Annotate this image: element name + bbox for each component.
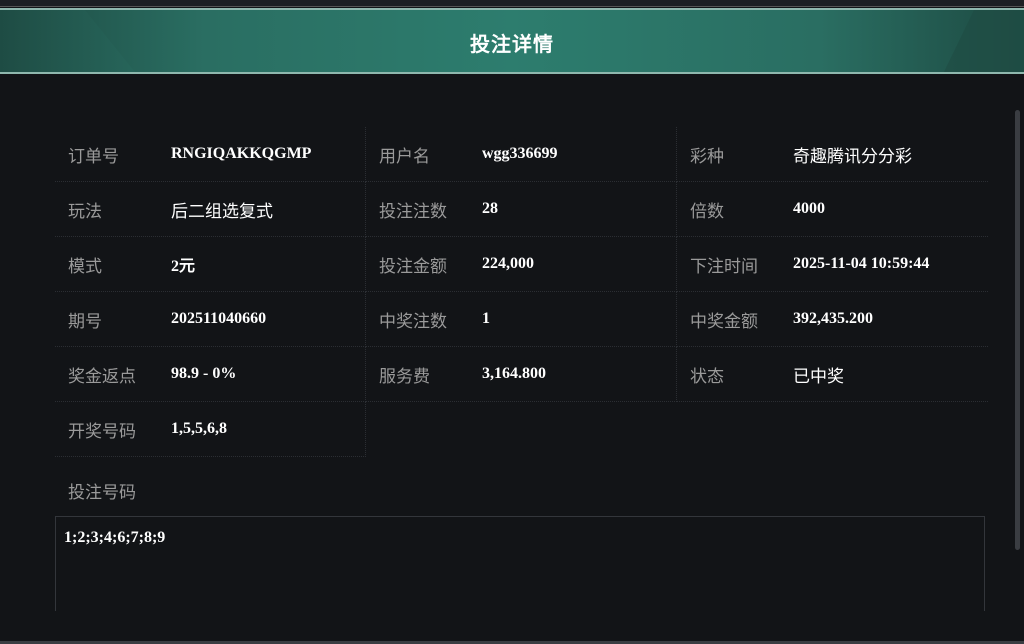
field-value: 224,000	[482, 255, 534, 272]
scrollbar[interactable]	[1015, 110, 1020, 550]
detail-cell: 服务费 3,164.800	[366, 347, 677, 402]
detail-cell: 开奖号码 1,5,5,6,8	[55, 402, 366, 457]
detail-cell: 下注时间 2025-11-04 10:59:44	[677, 237, 988, 292]
detail-cell: 中奖金额 392,435.200	[677, 292, 988, 347]
dialog-header: 投注详情	[0, 8, 1024, 74]
field-label: 玩法	[68, 201, 102, 222]
field-value: 2025-11-04 10:59:44	[793, 255, 930, 272]
detail-cell: 投注金额 224,000	[366, 237, 677, 292]
field-label: 模式	[68, 256, 102, 277]
field-value: wgg336699	[482, 145, 558, 162]
detail-cell: 奖金返点 98.9 - 0%	[55, 347, 366, 402]
detail-cell: 彩种 奇趣腾讯分分彩	[677, 127, 988, 182]
field-label: 投注注数	[379, 201, 447, 222]
field-label: 开奖号码	[68, 421, 136, 442]
detail-row: 奖金返点 98.9 - 0% 服务费 3,164.800 状态 已中奖	[55, 347, 989, 402]
detail-row: 模式 2元 投注金额 224,000 下注时间 2025-11-04 10:59:44	[55, 237, 989, 292]
field-value: RNGIQAKKQGMP	[171, 145, 312, 162]
bet-detail-grid: 订单号 RNGIQAKKQGMP 用户名 wgg336699 彩种 奇趣腾讯分分彩玩法 后二…	[55, 127, 989, 457]
field-label: 下注时间	[690, 256, 758, 277]
field-label: 彩种	[690, 146, 724, 167]
field-value: 1,5,5,6,8	[171, 420, 227, 437]
detail-cell: 中奖注数 1	[366, 292, 677, 347]
field-value: 已中奖	[793, 366, 844, 387]
dialog-title: 投注详情	[470, 32, 554, 56]
detail-cell: 用户名 wgg336699	[366, 127, 677, 182]
empty-cell	[366, 402, 677, 457]
field-value: 202511040660	[171, 310, 267, 327]
bet-numbers-label: 投注号码	[68, 483, 136, 503]
field-value: 奇趣腾讯分分彩	[793, 146, 912, 167]
field-value: 2元	[171, 258, 196, 275]
detail-cell: 期号 202511040660	[55, 292, 366, 347]
field-label: 订单号	[68, 146, 119, 167]
field-value: 4000	[793, 200, 825, 217]
field-label: 服务费	[379, 366, 430, 387]
field-label: 状态	[690, 366, 724, 387]
detail-cell: 模式 2元	[55, 237, 366, 292]
field-label: 倍数	[690, 201, 724, 222]
detail-cell: 投注注数 28	[366, 182, 677, 237]
detail-cell: 玩法 后二组选复式	[55, 182, 366, 237]
field-label: 投注金额	[379, 256, 447, 277]
detail-cell: 订单号 RNGIQAKKQGMP	[55, 127, 366, 182]
field-value: 3,164.800	[482, 365, 546, 382]
field-value: 28	[482, 200, 498, 217]
field-label: 奖金返点	[68, 366, 136, 387]
detail-cell: 状态 已中奖	[677, 347, 988, 402]
field-label: 用户名	[379, 146, 430, 167]
field-value: 98.9 - 0%	[171, 365, 237, 382]
detail-row: 玩法 后二组选复式 投注注数 28 倍数 4000	[55, 182, 989, 237]
window-bottom-border	[0, 641, 1024, 644]
detail-row: 期号 202511040660 中奖注数 1 中奖金额 392,435.200	[55, 292, 989, 347]
field-label: 中奖金额	[690, 311, 758, 332]
detail-cell: 倍数 4000	[677, 182, 988, 237]
field-value: 后二组选复式	[171, 201, 273, 222]
empty-cell	[677, 402, 988, 457]
detail-row: 订单号 RNGIQAKKQGMP 用户名 wgg336699 彩种 奇趣腾讯分分彩	[55, 127, 989, 182]
bet-numbers-textarea[interactable]: 1;2;3;4;6;7;8;9	[55, 516, 985, 611]
field-label: 中奖注数	[379, 311, 447, 332]
detail-row: 开奖号码 1,5,5,6,8	[55, 402, 989, 457]
window-top-border	[0, 0, 1024, 7]
field-label: 期号	[68, 311, 102, 332]
field-value: 1	[482, 310, 490, 327]
field-value: 392,435.200	[793, 310, 873, 327]
